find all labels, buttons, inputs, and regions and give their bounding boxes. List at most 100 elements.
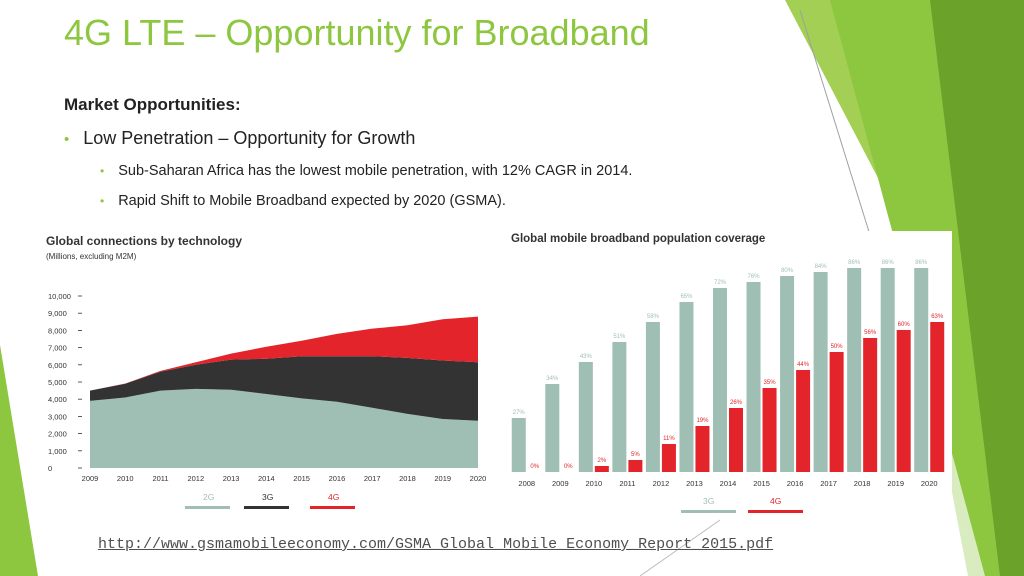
data-label: 2% <box>598 458 607 464</box>
y-tick-label: 1,000 <box>48 447 67 456</box>
bar-3g <box>914 268 929 472</box>
bar-3g <box>780 276 795 472</box>
y-tick-label: 4,000 <box>48 395 67 404</box>
data-label: 63% <box>931 314 944 320</box>
bar-4g <box>829 352 844 472</box>
bar-4g <box>594 466 609 472</box>
data-label: 51% <box>613 334 626 340</box>
bullet-dot-icon: • <box>100 164 105 178</box>
bar-3g <box>679 302 694 472</box>
bullet-text: Rapid Shift to Mobile Broadband expected… <box>118 193 506 209</box>
x-tick-label: 2016 <box>787 479 804 488</box>
data-label: 11% <box>663 436 675 442</box>
bar-3g <box>645 322 660 472</box>
data-label: 44% <box>797 362 810 368</box>
deco-left-green-shape <box>0 345 38 576</box>
legend-label: 4G <box>770 496 781 506</box>
bar-4g <box>762 388 777 472</box>
data-label: 86% <box>915 260 928 266</box>
bullet-level2: • Rapid Shift to Mobile Broadband expecte… <box>100 193 506 209</box>
coverage-bar-chart-svg: Global mobile broadband population cover… <box>511 233 945 513</box>
bullet-level1: • Low Penetration – Opportunity for Growt… <box>64 128 415 149</box>
bar-3g <box>511 418 526 472</box>
x-tick-label: 2020 <box>470 474 487 483</box>
y-tick-label: 5,000 <box>48 378 67 387</box>
bar-3g <box>612 342 627 472</box>
chart-subtitle: (Millions, excluding M2M) <box>46 252 137 261</box>
y-tick-label: 7,000 <box>48 344 67 353</box>
y-tick-label: 10,000 <box>48 292 71 301</box>
area-series-3g <box>90 356 478 421</box>
bar-4g <box>628 460 643 472</box>
bullet-dot-icon: • <box>64 131 70 148</box>
area-series-4g <box>90 316 478 391</box>
data-label: 27% <box>513 410 526 416</box>
legend-swatch <box>310 506 355 509</box>
y-tick-label: 0 <box>48 464 52 473</box>
data-label: 19% <box>696 418 709 424</box>
legend-label: 2G <box>203 492 214 502</box>
bar-4g <box>930 322 945 472</box>
x-tick-label: 2011 <box>619 479 635 488</box>
data-label: 72% <box>714 280 727 286</box>
bar-3g <box>813 272 828 472</box>
data-label: 0% <box>564 464 573 470</box>
x-tick-label: 2013 <box>686 479 703 488</box>
y-tick-label: 8,000 <box>48 326 67 335</box>
x-tick-label: 2017 <box>364 474 381 483</box>
data-label: 35% <box>764 380 777 386</box>
x-tick-label: 2017 <box>820 479 837 488</box>
x-tick-label: 2012 <box>187 474 204 483</box>
coverage-chart: Global mobile broadband population cover… <box>500 231 952 517</box>
bar-4g <box>896 330 911 472</box>
legend-label: 3G <box>703 496 714 506</box>
data-label: 26% <box>730 400 743 406</box>
bar-3g <box>713 288 727 472</box>
data-label: 58% <box>647 314 660 320</box>
connections-area-chart-svg: Global connections by technology (Million… <box>46 234 487 509</box>
bullet-text: Sub-Saharan Africa has the lowest mobile… <box>118 163 633 179</box>
data-label: 86% <box>882 260 895 266</box>
x-tick-label: 2015 <box>753 479 770 488</box>
y-tick-label: 6,000 <box>48 361 67 370</box>
x-tick-label: 2013 <box>223 474 240 483</box>
x-tick-label: 2019 <box>887 479 904 488</box>
legend-swatch <box>681 510 736 513</box>
data-label: 0% <box>530 464 539 470</box>
bar-3g <box>545 384 560 472</box>
data-label: 5% <box>631 452 640 458</box>
chart-title: Global mobile broadband population cover… <box>511 233 765 245</box>
data-label: 86% <box>848 260 861 266</box>
x-tick-label: 2018 <box>854 479 871 488</box>
slide-title: 4G LTE – Opportunity for Broadband <box>64 12 650 53</box>
y-tick-label: 2,000 <box>48 430 67 439</box>
x-tick-label: 2009 <box>82 474 99 483</box>
bullet-level2: • Sub-Saharan Africa has the lowest mobil… <box>100 163 632 179</box>
bar-4g <box>661 444 676 472</box>
x-tick-label: 2010 <box>586 479 603 488</box>
bar-3g <box>746 282 761 472</box>
x-tick-label: 2012 <box>653 479 670 488</box>
x-tick-label: 2014 <box>720 479 737 488</box>
data-label: 80% <box>781 268 794 274</box>
x-tick-label: 2016 <box>329 474 346 483</box>
x-tick-label: 2019 <box>434 474 451 483</box>
bar-3g <box>847 268 862 472</box>
data-label: 76% <box>748 274 761 280</box>
x-tick-label: 2018 <box>399 474 416 483</box>
bar-3g <box>578 362 593 472</box>
legend-swatch <box>748 510 803 513</box>
x-tick-label: 2020 <box>921 479 938 488</box>
bullet-dot-icon: • <box>100 194 105 208</box>
source-link[interactable]: http://www.gsmamobileeconomy.com/GSMA_Gl… <box>98 536 774 553</box>
data-label: 43% <box>580 354 593 360</box>
x-tick-label: 2015 <box>293 474 310 483</box>
bar-4g <box>863 338 878 472</box>
x-tick-label: 2014 <box>258 474 275 483</box>
section-heading: Market Opportunities: <box>64 95 241 114</box>
connections-chart: Global connections by technology (Million… <box>40 228 488 518</box>
legend-swatch <box>185 506 230 509</box>
legend-swatch <box>244 506 289 509</box>
bar-4g <box>796 370 811 472</box>
y-tick-label: 3,000 <box>48 412 67 421</box>
